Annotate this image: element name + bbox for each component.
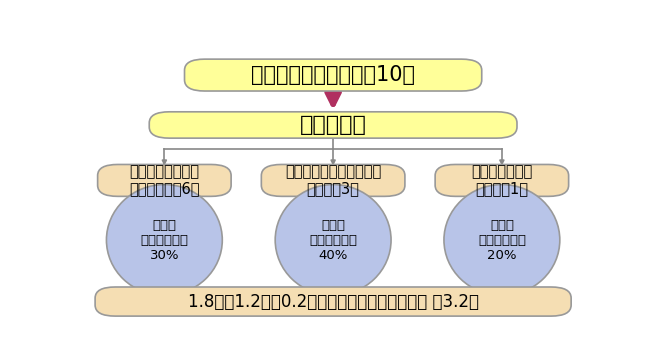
FancyBboxPatch shape (98, 165, 231, 196)
Text: 次年度
確率的改善率
20%: 次年度 確率的改善率 20% (478, 219, 526, 261)
FancyBboxPatch shape (185, 59, 482, 91)
FancyBboxPatch shape (150, 112, 517, 138)
Text: 製品・材料使用期限切れ
廃棄損失3億: 製品・材料使用期限切れ 廃棄損失3億 (285, 164, 382, 197)
Ellipse shape (107, 185, 222, 296)
Text: 次年度
確率的改善率
40%: 次年度 確率的改善率 40% (309, 219, 357, 261)
Text: 1.8億＋1.2億＋0.2億の税前利益改善目標設定 計3.2億: 1.8億＋1.2億＋0.2億の税前利益改善目標設定 計3.2億 (188, 293, 478, 311)
Text: 原因別分析: 原因別分析 (300, 115, 367, 135)
Text: 納期不満足による
粗利機会損失6億: 納期不満足による 粗利機会損失6億 (129, 164, 200, 197)
Ellipse shape (275, 185, 391, 296)
FancyBboxPatch shape (435, 165, 569, 196)
Text: 次年度
確率的改善率
30%: 次年度 確率的改善率 30% (140, 219, 188, 261)
Text: 今期の失注額を集計＝10億: 今期の失注額を集計＝10億 (251, 65, 415, 85)
FancyBboxPatch shape (95, 287, 571, 316)
FancyBboxPatch shape (261, 165, 405, 196)
Text: 設備停止による
利益喪失1億: 設備停止による 利益喪失1億 (471, 164, 532, 197)
Ellipse shape (444, 185, 560, 296)
